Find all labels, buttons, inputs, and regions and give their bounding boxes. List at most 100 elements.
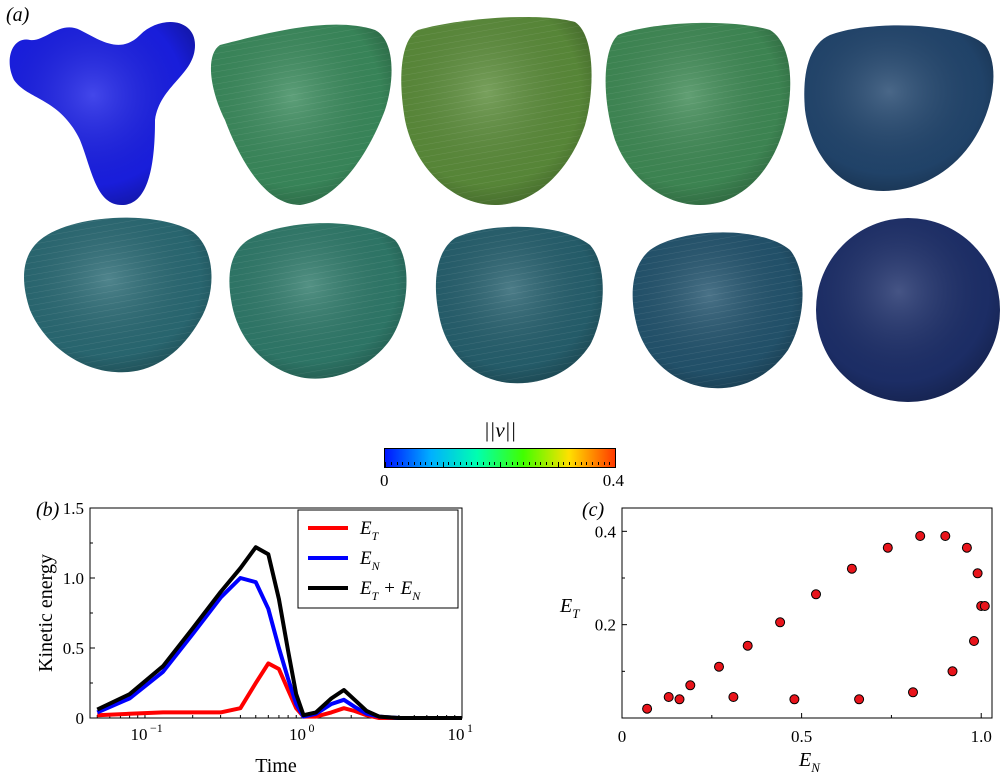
scatter-points-c [642,531,990,714]
colorbar-tick [494,462,496,465]
colorbar-tick [413,462,415,465]
colorbar-tick [511,462,513,465]
colorbar-tick [385,462,386,467]
x-tick-exponent-b: −1 [150,721,163,735]
shape-r1-3 [401,16,592,205]
colorbar-tick [436,462,438,465]
panel-label-c: (c) [582,499,605,521]
x-tick-label-b: 10 [289,725,306,744]
panel-label-a: (a) [6,4,30,26]
shape-r2-2 [229,223,407,379]
colorbar-gradient [384,448,616,468]
x-tick-label-b: 10 [448,725,465,744]
series-lines-b [96,545,462,720]
colorbar-tick [396,462,398,465]
scatter-point-c [674,694,685,705]
colorbar-tick [574,462,576,465]
plot-frame-c [621,507,993,719]
y-tick-label-b: 0 [76,709,85,728]
colorbar-tick [442,462,444,467]
colorbar-tick [546,462,547,465]
scatter-point-c [940,531,951,541]
scatter-point-c [854,694,865,705]
colorbar-tick [540,462,542,465]
shape-r2-5 [816,218,1000,402]
colorbar-tick [557,462,559,467]
legend-entry-b: EN [359,548,381,573]
colorbar-tick [586,462,588,465]
scatter-point-c [947,666,958,677]
colorbar-tick [454,462,455,465]
colorbar-tick [471,462,473,465]
x-tick-label-c: 0 [618,727,627,746]
colorbar-tick [517,462,519,465]
x-tick-label-b: 10 [130,725,147,744]
scatter-point-c [882,542,893,553]
colorbar-tick [465,462,467,465]
colorbar-tick [563,462,565,465]
legend-entry-b: ET [359,518,380,543]
axis-labels-c: EN ET [559,595,821,775]
x-tick-exponent-b: 1 [467,721,473,735]
colorbar-tick [603,462,605,465]
colorbar-tick [592,462,593,465]
energy-scatter-chart: (c) 0 0.5 1.0 0.2 0.4 EN ET [559,499,993,775]
colorbar-tick [408,462,409,465]
colorbar-tick [609,462,611,465]
scatter-point-c [908,687,918,698]
scatter-point-c [642,703,653,714]
shape-r1-1 [9,22,195,205]
y-tick-label-b: 0.5 [63,639,84,658]
scatter-point-c [775,617,786,628]
colorbar-tick [505,462,507,465]
colorbar-tick [523,462,524,465]
colorbar-tick [488,462,490,465]
scatter-point-c [685,680,696,691]
colorbar-tick [477,462,478,465]
colorbar-tick [431,462,432,465]
colorbar: ||v|| 0 0.4 [380,418,624,490]
colorbar-tick [390,462,392,465]
panel-label-b: (b) [36,499,60,521]
colorbar-tick [569,462,570,465]
shape-r2-3 [435,226,603,384]
y-axis-label-c: ET [559,595,580,621]
scatter-point-c [972,568,983,579]
series-line-b [96,545,462,720]
colorbar-tick [482,462,484,465]
scatter-point-c [846,563,857,574]
x-tick-exponent-b: 0 [308,721,314,735]
axis-ticks-b: 00.51.01.510 −1 10 0 10 1 [63,499,473,744]
y-tick-label-c: 0.2 [595,616,616,635]
colorbar-tick [580,462,582,465]
x-tick-label-c: 0.5 [791,727,812,746]
shape-r1-2 [210,24,392,206]
y-tick-label-b: 1.0 [63,569,84,588]
y-tick-label-c: 0.4 [595,522,617,541]
shape-r1-5 [804,25,994,191]
shapes-panel [9,16,1000,402]
colorbar-min-label: 0 [380,471,389,490]
colorbar-tick [419,462,421,465]
scatter-point-c [915,531,926,541]
x-tick-label-c: 1.0 [971,727,992,746]
scatter-point-c [789,694,800,705]
x-axis-label-c: EN [798,749,821,775]
colorbar-symbol: ||v|| [483,418,517,442]
scatter-point-c [811,589,821,600]
scatter-point-c [961,542,972,553]
colorbar-tick [528,462,530,465]
colorbar-tick [500,462,501,467]
shape-r1-4 [605,22,791,205]
series-line-b [97,661,462,720]
scatter-point-c [663,692,674,702]
x-axis-label-b: Time [255,755,297,777]
colorbar-max-label: 0.4 [602,471,624,490]
y-tick-label-b: 1.5 [63,499,84,518]
colorbar-tick [402,462,404,465]
colorbar-tick [615,462,616,467]
scatter-point-c [742,640,753,651]
colorbar-tick [459,462,461,465]
legend-entry-b: ET + EN [359,578,421,603]
